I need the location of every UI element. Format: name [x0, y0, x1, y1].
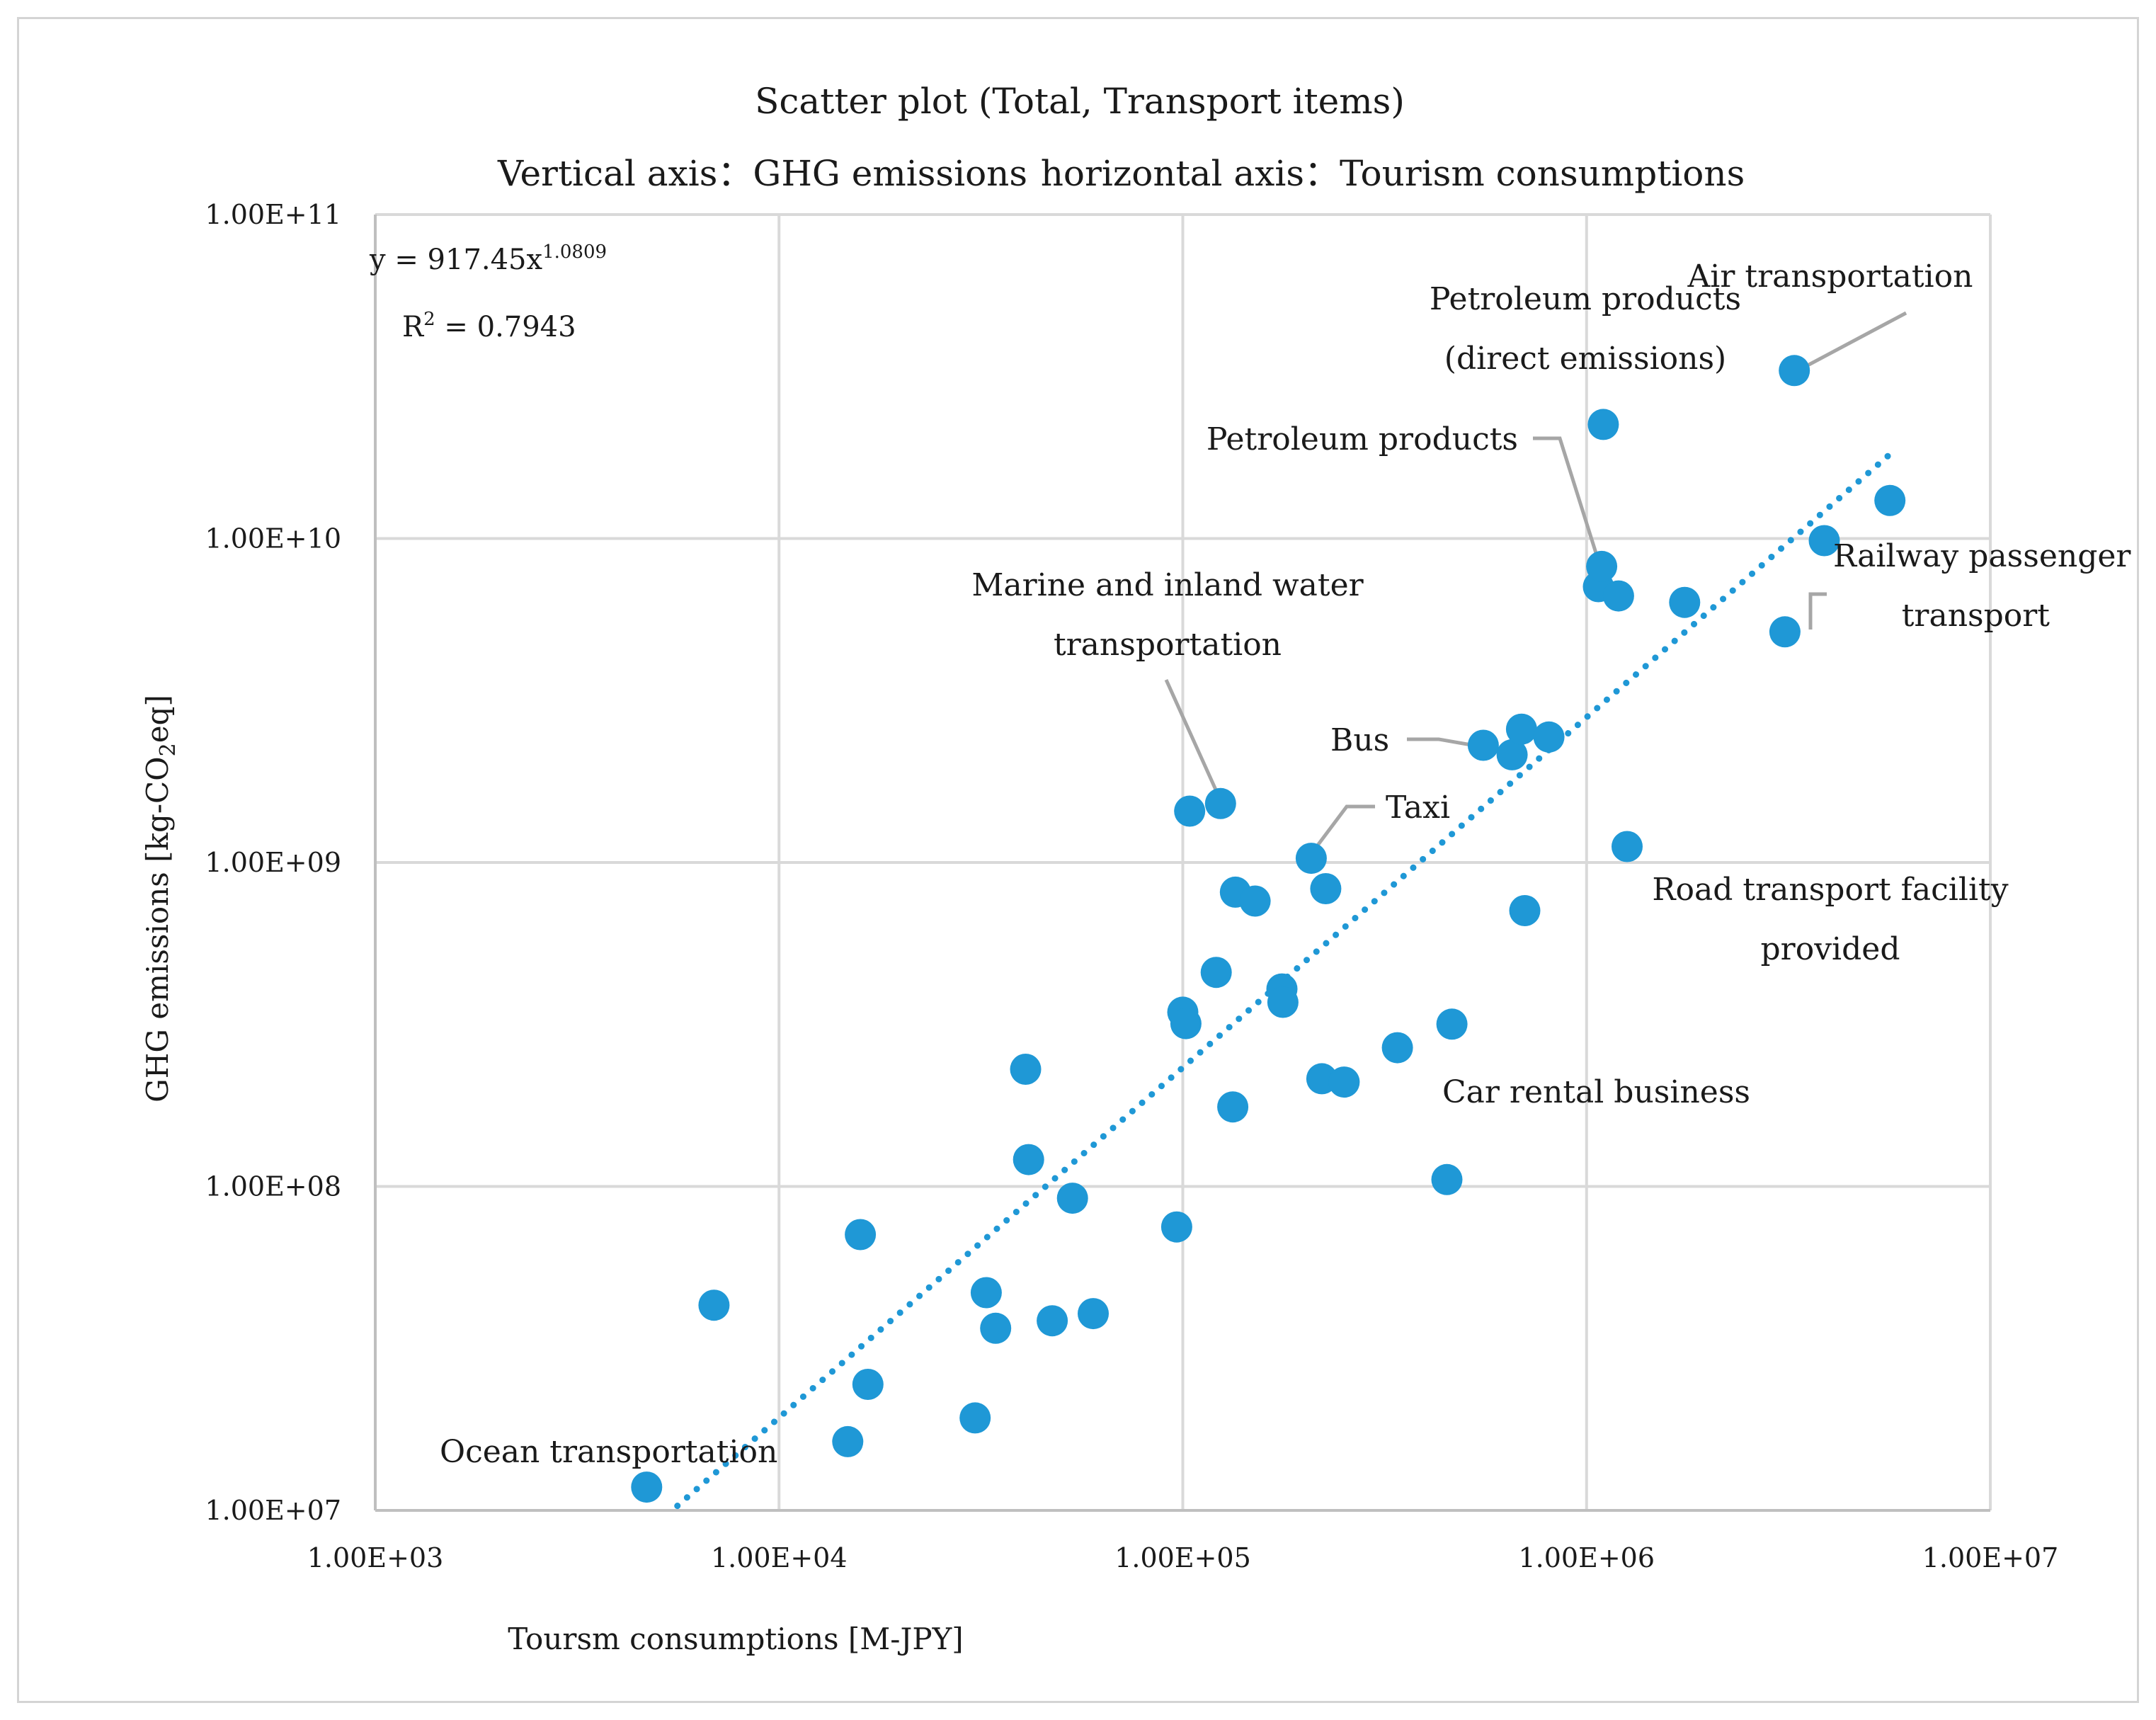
data-point [1056, 1183, 1088, 1214]
annotation-petroleum-direct: Petroleum products [1430, 281, 1741, 317]
data-point [1533, 721, 1565, 753]
data-point [1779, 355, 1810, 387]
power-trendline [674, 452, 1892, 1510]
annotation-marine-water: Marine and inland water [971, 567, 1364, 603]
data-point [1769, 616, 1801, 648]
gridlines [374, 213, 1992, 1512]
y-axis-label-prefix: GHG emissions [kg-CO [140, 756, 175, 1102]
x-tick-label: 1.00E+03 [307, 1542, 444, 1573]
data-point [1669, 586, 1701, 618]
data-point [845, 1219, 877, 1251]
y-tick-labels: 1.00E+07 1.00E+08 1.00E+09 1.00E+10 1.00E+11 [205, 199, 341, 1526]
annotation-petroleum-direct-line2: (direct emissions) [1444, 341, 1726, 377]
chart-frame: Scatter plot (Total, Transport items) Ve… [17, 17, 2139, 1703]
data-point [698, 1289, 730, 1321]
data-point [1612, 831, 1643, 862]
chart-title: Scatter plot (Total, Transport items) [755, 81, 1405, 122]
data-point [1505, 713, 1537, 745]
y-axis-label: GHG emissions [kg-CO2eq] [140, 695, 181, 1103]
annotation-air-transportation: Air transportation [1687, 258, 1973, 295]
chart-subtitle-horizontal: horizontal axis：Tourism consumptions [1041, 153, 1745, 194]
trendline-r-squared: R2 = 0.7943 [402, 309, 576, 343]
data-point [631, 1471, 663, 1503]
annotation-road-transport-facility: Road transport facility [1652, 872, 2008, 908]
annotation-bus: Bus [1330, 722, 1389, 758]
data-point [1602, 580, 1634, 612]
annotation-car-rental: Car rental business [1442, 1074, 1750, 1110]
data-point [1431, 1163, 1463, 1195]
leader-petroleum-products [1533, 436, 1603, 569]
trendline-equation: y = 917.45x1.0809 [369, 241, 607, 276]
y-axis-label-suffix: eq] [140, 695, 175, 743]
y-tick-label: 1.00E+11 [205, 199, 341, 230]
y-tick-label: 1.00E+07 [205, 1495, 341, 1526]
scatter-chart: Scatter plot (Total, Transport items) Ve… [140, 81, 2131, 1656]
y-tick-label: 1.00E+08 [205, 1171, 341, 1202]
leader-railway-passenger [1808, 592, 1827, 630]
data-point [1078, 1298, 1109, 1330]
annotation-railway-passenger: Railway passenger [1833, 538, 2131, 574]
data-point [1174, 795, 1206, 827]
data-point [1160, 1211, 1192, 1243]
r2-exponent: 2 [423, 309, 435, 330]
x-tick-label: 1.00E+04 [711, 1542, 848, 1573]
data-point [1587, 409, 1619, 440]
y-axis-label-subscript: 2 [156, 743, 181, 756]
annotation-ocean-transportation: Ocean transportation [440, 1434, 777, 1470]
annotation-railway-passenger-line2: transport [1902, 598, 2051, 634]
data-point [1874, 484, 1906, 516]
r2-prefix: R [402, 311, 425, 343]
data-point [1204, 787, 1236, 819]
leader-air-transportation [1805, 311, 1907, 368]
data-point [980, 1312, 1012, 1344]
r2-value: = 0.7943 [435, 311, 576, 343]
y-tick-label: 1.00E+09 [205, 847, 341, 878]
x-tick-labels: 1.00E+03 1.00E+04 1.00E+05 1.00E+06 1.00E+07 [307, 1542, 2059, 1573]
data-point [1467, 729, 1499, 761]
data-point [1509, 895, 1541, 926]
data-point [1808, 525, 1840, 557]
data-point [1328, 1066, 1360, 1098]
annotation-petroleum-products: Petroleum products [1207, 421, 1518, 457]
data-point [959, 1402, 991, 1434]
data-point [1310, 873, 1342, 904]
equation-prefix: y = 917.45x [369, 244, 543, 276]
equation-exponent: 1.0809 [542, 241, 607, 263]
data-point [1239, 885, 1271, 917]
data-point [1381, 1032, 1413, 1064]
data-point [1295, 843, 1327, 875]
chart-subtitle-vertical: Vertical axis：GHG emissions [497, 153, 1027, 194]
data-point [1010, 1054, 1042, 1085]
y-tick-label: 1.00E+10 [205, 523, 341, 554]
annotation-taxi: Taxi [1386, 790, 1450, 826]
annotation-marine-water-line2: transportation [1054, 627, 1282, 663]
x-tick-label: 1.00E+07 [1922, 1542, 2059, 1573]
data-point [1200, 957, 1232, 989]
x-axis-label: Toursm consumptions [M-JPY] [508, 1622, 963, 1656]
x-tick-label: 1.00E+05 [1114, 1542, 1251, 1573]
annotation-road-transport-facility-line2: provided [1761, 931, 1900, 967]
data-point [1013, 1144, 1044, 1175]
leader-taxi [1305, 804, 1375, 862]
data-point [1436, 1008, 1468, 1040]
data-points [631, 355, 1906, 1503]
data-point [852, 1369, 884, 1400]
x-tick-label: 1.00E+06 [1518, 1542, 1655, 1573]
data-point [1037, 1305, 1068, 1337]
data-point [1496, 739, 1528, 770]
data-point [970, 1277, 1002, 1309]
data-point [1267, 986, 1299, 1018]
data-point [1217, 1091, 1249, 1123]
data-point [1586, 550, 1618, 582]
data-point [832, 1425, 864, 1457]
leader-marine-water [1164, 678, 1221, 797]
data-point [1170, 1008, 1202, 1040]
